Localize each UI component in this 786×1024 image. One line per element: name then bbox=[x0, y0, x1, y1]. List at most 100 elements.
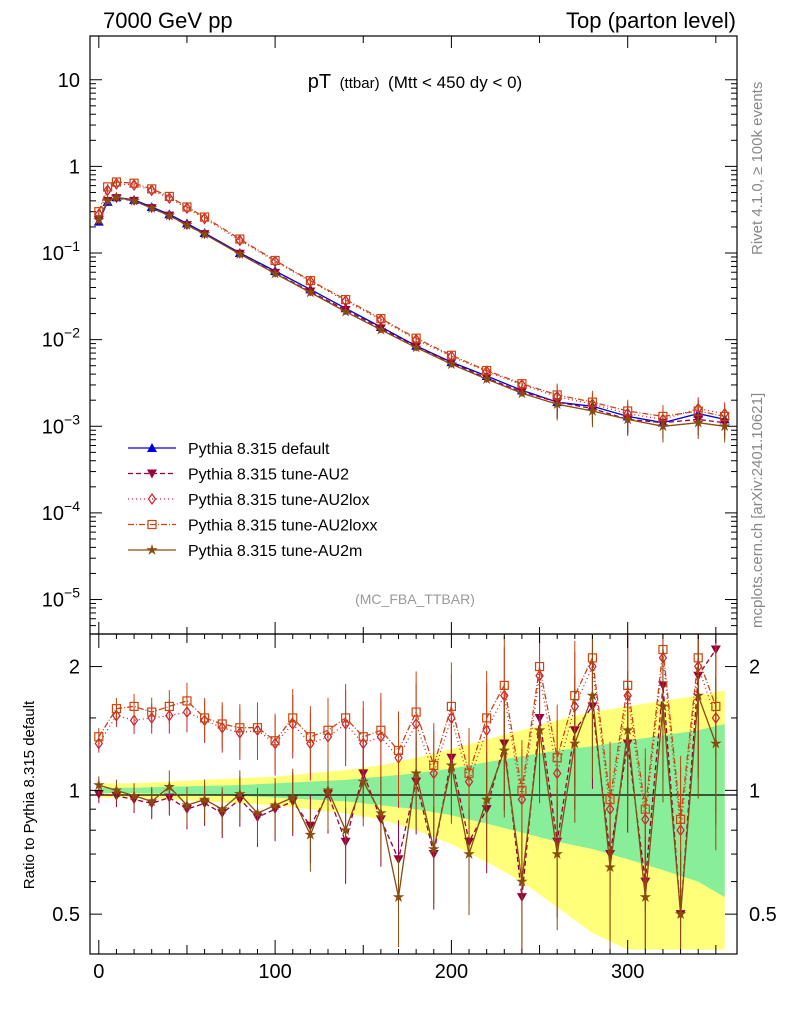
main-ytick-label: 10−4 bbox=[42, 498, 80, 525]
ratio-ytick-label: 2 bbox=[69, 657, 80, 679]
ratio-marker bbox=[428, 843, 440, 854]
main-series-line bbox=[98, 181, 725, 418]
ratio-marker bbox=[181, 799, 193, 811]
ratio-marker bbox=[410, 767, 422, 779]
ratio-marker bbox=[235, 723, 245, 733]
main-marker bbox=[376, 313, 386, 324]
main-marker bbox=[551, 398, 563, 409]
main-ytick-label: 10−2 bbox=[42, 325, 80, 352]
main-series-line bbox=[98, 196, 725, 424]
ratio-marker bbox=[657, 700, 669, 712]
main-marker bbox=[164, 191, 174, 202]
ratio-xtick-label: 100 bbox=[258, 961, 291, 983]
ratio-marker bbox=[517, 785, 527, 795]
main-ytick-exponent: −1 bbox=[64, 238, 80, 254]
ratio-marker bbox=[640, 804, 650, 814]
title-sub: (ttbar) bbox=[340, 75, 380, 92]
header-process: Top (parton level) bbox=[566, 8, 736, 33]
main-series-2 bbox=[94, 177, 729, 436]
legend-item-3: Pythia 8.315 tune-AU2loxx bbox=[128, 518, 377, 535]
main-ytick-exponent: −5 bbox=[64, 585, 80, 601]
ratio-marker bbox=[341, 713, 351, 723]
ratio-panel: 0.5 0.5 1 1 2 2 0 100 200 300 Ratio to Pythia 8.3… bbox=[21, 633, 777, 983]
main-marker bbox=[147, 184, 157, 194]
legend-item-2: Pythia 8.315 tune-AU2lox bbox=[128, 492, 369, 509]
legend-swatch-marker bbox=[147, 492, 157, 506]
main-marker bbox=[692, 416, 704, 428]
ratio-marker bbox=[499, 680, 509, 690]
ratio-marker bbox=[146, 795, 158, 807]
ratio-marker bbox=[516, 875, 528, 887]
ratio-marker bbox=[129, 714, 139, 727]
ratio-marker bbox=[445, 759, 458, 771]
main-ytick-label: 10 bbox=[58, 70, 80, 92]
ratio-marker bbox=[304, 828, 317, 840]
legend-item-0: Pythia 8.315 default bbox=[128, 441, 330, 458]
main-series-layer bbox=[93, 177, 731, 443]
ratio-marker bbox=[322, 784, 334, 796]
legend-swatch-marker bbox=[147, 469, 157, 479]
legend-label: Pythia 8.315 tune-AU2 bbox=[188, 467, 349, 484]
ratio-marker bbox=[375, 807, 387, 818]
main-marker bbox=[586, 405, 599, 416]
main-marker bbox=[182, 202, 192, 215]
ratio-ylabel: Ratio to Pythia 8.315 default bbox=[21, 700, 38, 889]
main-marker bbox=[657, 420, 669, 432]
legend-swatch-marker bbox=[147, 443, 157, 452]
legend-item-1: Pythia 8.315 tune-AU2 bbox=[128, 467, 349, 484]
main-marker bbox=[410, 341, 422, 353]
ratio-marker bbox=[217, 719, 227, 729]
ratio-marker bbox=[639, 891, 651, 902]
ratio-marker bbox=[129, 701, 139, 712]
ratio-marker bbox=[392, 891, 405, 902]
main-marker bbox=[182, 202, 192, 212]
main-marker bbox=[103, 182, 113, 192]
ratio-series-line bbox=[98, 695, 717, 915]
ratio-xtick-label: 0 bbox=[93, 961, 104, 983]
ratio-series-line bbox=[98, 649, 717, 915]
ratio-marker bbox=[604, 861, 616, 873]
ratio-marker bbox=[111, 704, 122, 714]
ratio-marker bbox=[110, 784, 123, 796]
legend-label: Pythia 8.315 tune-AU2m bbox=[188, 543, 362, 560]
main-marker bbox=[719, 420, 731, 432]
ratio-marker bbox=[216, 803, 228, 814]
main-series-3 bbox=[94, 177, 730, 433]
main-series-4 bbox=[93, 191, 731, 443]
ratio-marker bbox=[551, 848, 563, 859]
main-marker bbox=[110, 191, 123, 203]
main-ytick-label: 10−3 bbox=[42, 411, 80, 438]
mcplots-label: mcplots.cern.ch [arXiv:2401.10621] bbox=[749, 393, 766, 628]
main-marker bbox=[305, 276, 315, 286]
main-marker bbox=[516, 387, 528, 399]
main-title: pT (ttbar) (Mtt < 450 dy < 0) bbox=[308, 71, 522, 93]
ratio-series-line bbox=[98, 657, 717, 831]
ratio-bands bbox=[98, 690, 725, 950]
ratio-frame bbox=[89, 633, 738, 955]
ratio-ticks: 0.5 0.5 1 1 2 2 0 100 200 300 bbox=[52, 634, 777, 983]
main-marker bbox=[101, 194, 114, 206]
main-series-0 bbox=[93, 192, 730, 439]
ratio-marker bbox=[147, 707, 157, 717]
ratio-marker bbox=[164, 701, 174, 712]
ratio-series-line bbox=[98, 649, 717, 820]
ratio-marker bbox=[463, 848, 475, 859]
main-marker bbox=[270, 255, 280, 266]
ratio-xtick-label: 300 bbox=[611, 961, 644, 983]
main-marker bbox=[200, 212, 209, 225]
ratio-marker bbox=[411, 707, 421, 717]
main-ytick-label: 10−1 bbox=[42, 238, 80, 265]
rivet-label: Rivet 4.1.0, ≥ 100k events bbox=[749, 82, 766, 255]
ratio-marker bbox=[710, 737, 722, 749]
ratio-marker bbox=[198, 793, 211, 805]
ratio-marker bbox=[305, 732, 315, 742]
main-series-line bbox=[98, 196, 725, 427]
main-marker bbox=[163, 209, 175, 221]
main-ytick-label: 1 bbox=[69, 156, 80, 178]
main-marker bbox=[199, 212, 210, 222]
main-marker bbox=[445, 358, 458, 370]
legend-swatch-marker bbox=[147, 519, 157, 530]
main-marker bbox=[181, 219, 193, 230]
main-marker bbox=[375, 323, 387, 335]
